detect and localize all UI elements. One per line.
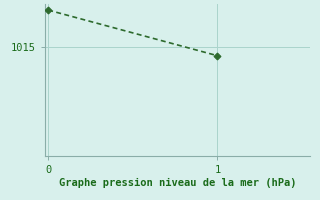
- X-axis label: Graphe pression niveau de la mer (hPa): Graphe pression niveau de la mer (hPa): [59, 178, 296, 188]
